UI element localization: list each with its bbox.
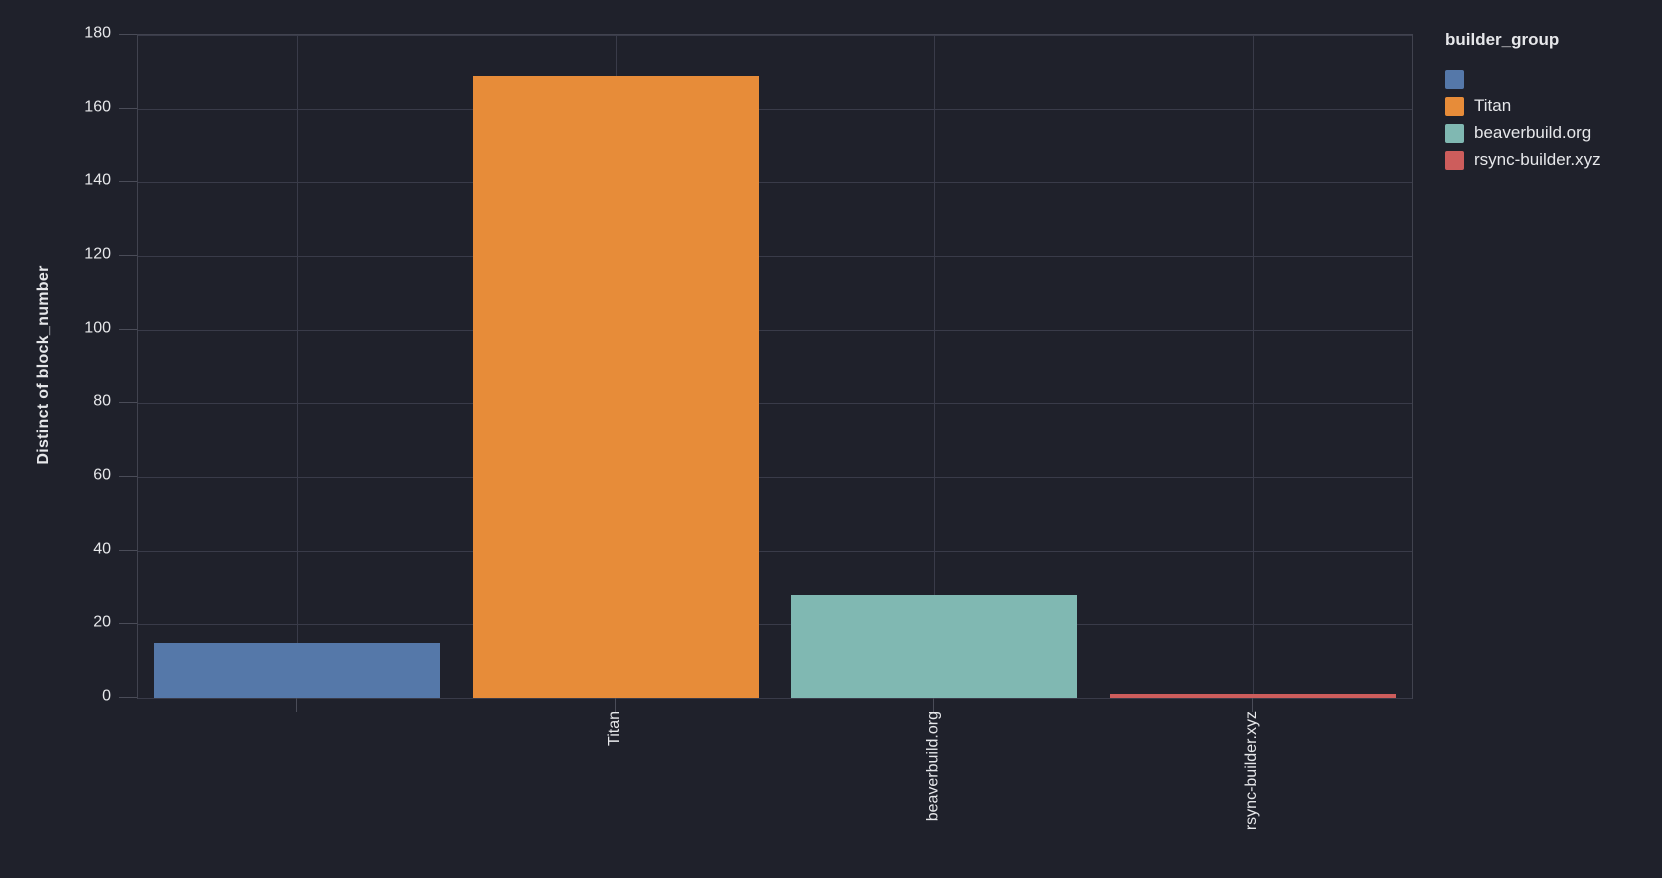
y-tick-label: 20: [93, 613, 111, 631]
h-gridline: [138, 403, 1412, 405]
legend-swatch: [1445, 123, 1464, 143]
x-tick-label: Titan: [605, 711, 623, 746]
x-tick-mark: [1251, 698, 1253, 712]
legend-swatch: [1445, 96, 1464, 116]
y-tick-label: 100: [84, 319, 111, 337]
y-tick-label: 140: [84, 171, 111, 189]
x-axis: Titan beaverbuild.org rsync-builder.xyz: [137, 697, 1411, 878]
h-gridline: [138, 698, 1412, 699]
v-gridline: [1252, 35, 1254, 698]
legend-item-Titan[interactable]: Titan: [1445, 96, 1601, 116]
legend-item-beaverbuild.org[interactable]: beaverbuild.org: [1445, 123, 1601, 143]
legend-items: Titan beaverbuild.org rsync-builder.xyz: [1445, 69, 1601, 170]
legend-swatch: [1445, 150, 1464, 170]
y-tick-mark: [119, 328, 137, 330]
y-tick-label: 60: [93, 466, 111, 484]
y-tick-mark: [119, 476, 137, 477]
x-tick-mark: [614, 698, 616, 712]
legend-swatch: [1445, 69, 1464, 89]
y-tick-label: 0: [102, 687, 111, 705]
x-tick-label: rsync-builder.xyz: [1242, 711, 1260, 831]
legend-item-rsync-builder.xyz[interactable]: rsync-builder.xyz: [1445, 150, 1601, 170]
legend: builder_group Titan beaverbuild.org rsync-…: [1445, 30, 1601, 177]
h-gridline: [138, 329, 1412, 331]
y-tick-mark: [119, 549, 137, 551]
legend-label: rsync-builder.xyz: [1474, 150, 1601, 169]
legend-title: builder_group: [1445, 30, 1560, 49]
y-tick-label: 80: [93, 392, 111, 410]
y-tick-label: 120: [84, 245, 111, 263]
y-tick-label: 180: [84, 24, 111, 42]
bar-Titan[interactable]: [472, 75, 759, 698]
h-gridline: [138, 477, 1412, 478]
v-gridline: [297, 35, 299, 698]
y-tick-mark: [119, 402, 137, 404]
y-tick-mark: [119, 181, 137, 183]
h-gridline: [138, 182, 1412, 184]
x-tick-mark: [296, 698, 298, 712]
h-gridline: [138, 256, 1412, 257]
h-gridline: [138, 624, 1412, 626]
h-gridline: [138, 35, 1412, 36]
y-axis-title: Distinct of block_number: [35, 265, 52, 465]
legend-label: beaverbuild.org: [1474, 123, 1592, 142]
y-axis: 0 20 40 60 80 100 120 140 160 180: [0, 25, 137, 705]
legend-item-blank[interactable]: [1445, 69, 1601, 89]
legend-label: Titan: [1474, 96, 1512, 115]
bar-beaverbuild.org[interactable]: [791, 594, 1078, 698]
y-tick-label: 40: [93, 540, 111, 558]
plot-area: [137, 34, 1413, 699]
y-tick-label: 160: [84, 98, 111, 116]
y-tick-mark: [119, 697, 137, 698]
y-tick-mark: [119, 623, 137, 625]
y-tick-mark: [119, 255, 137, 256]
v-gridline: [934, 35, 936, 698]
h-gridline: [138, 108, 1412, 110]
h-gridline: [138, 550, 1412, 552]
bar-rsync-builder.xyz[interactable]: [1109, 694, 1396, 698]
x-tick-mark: [933, 698, 935, 712]
y-tick-mark: [119, 107, 137, 109]
y-tick-mark: [119, 34, 137, 35]
x-tick-label: beaverbuild.org: [924, 711, 942, 822]
bar-blank[interactable]: [154, 642, 441, 698]
